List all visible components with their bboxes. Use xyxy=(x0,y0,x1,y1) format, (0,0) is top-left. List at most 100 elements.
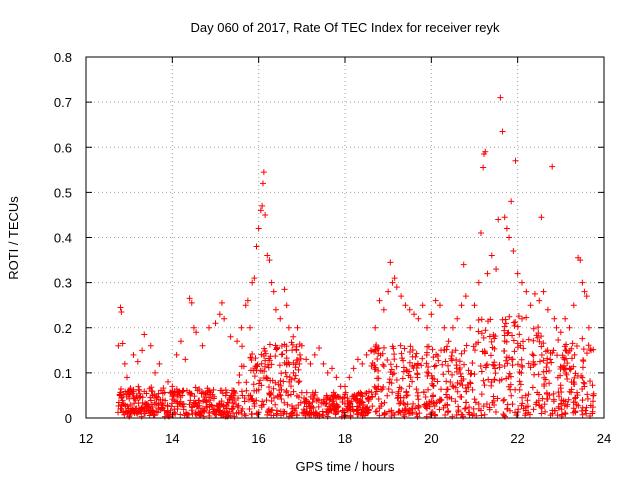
data-point xyxy=(323,394,330,401)
data-point xyxy=(555,389,562,396)
data-point xyxy=(310,396,317,403)
data-point xyxy=(501,338,508,345)
data-point xyxy=(449,324,456,331)
data-point xyxy=(375,367,382,374)
data-point xyxy=(581,288,588,295)
data-point xyxy=(444,394,451,401)
data-point xyxy=(250,398,257,405)
data-point xyxy=(519,364,526,371)
data-point xyxy=(130,394,137,401)
data-point xyxy=(443,391,450,398)
data-point xyxy=(333,408,340,415)
data-point xyxy=(148,388,155,395)
data-point xyxy=(471,371,478,378)
data-point xyxy=(249,279,256,286)
data-point xyxy=(554,352,561,359)
data-point xyxy=(562,410,569,417)
data-point xyxy=(395,390,402,397)
data-point xyxy=(504,360,511,367)
data-point xyxy=(483,401,490,408)
data-point xyxy=(463,342,470,349)
y-tick-label: 0.3 xyxy=(54,276,72,291)
data-point xyxy=(389,389,396,396)
data-point xyxy=(188,407,195,414)
data-point xyxy=(398,355,405,362)
data-point xyxy=(385,386,392,393)
data-point xyxy=(385,288,392,295)
data-point xyxy=(134,394,141,401)
data-point xyxy=(511,348,518,355)
data-point xyxy=(422,393,429,400)
data-point xyxy=(289,347,296,354)
data-point xyxy=(471,396,478,403)
data-point xyxy=(229,405,236,412)
data-point xyxy=(564,360,571,367)
data-point xyxy=(553,324,560,331)
data-point xyxy=(118,386,125,393)
data-point xyxy=(443,346,450,353)
data-point xyxy=(269,406,276,413)
data-point xyxy=(141,388,148,395)
data-point xyxy=(531,361,538,368)
data-point xyxy=(584,391,591,398)
data-point xyxy=(583,410,590,417)
data-point xyxy=(401,406,408,413)
data-point xyxy=(195,410,202,417)
data-point xyxy=(505,374,512,381)
data-point xyxy=(135,409,142,416)
data-point xyxy=(487,316,494,323)
data-point xyxy=(445,338,452,345)
data-point xyxy=(135,400,142,407)
data-point xyxy=(371,348,378,355)
data-point xyxy=(386,379,393,386)
data-point xyxy=(378,400,385,407)
data-point xyxy=(434,378,441,385)
data-point xyxy=(480,334,487,341)
data-point xyxy=(274,392,281,399)
data-point xyxy=(338,413,345,420)
data-point xyxy=(590,398,597,405)
data-point xyxy=(538,214,545,221)
data-point xyxy=(259,202,266,209)
data-point xyxy=(574,389,581,396)
data-point xyxy=(424,343,431,350)
data-point xyxy=(260,401,267,408)
data-point xyxy=(251,275,258,282)
y-tick-label: 0 xyxy=(65,411,72,426)
data-point xyxy=(496,364,503,371)
y-tick-label: 0.7 xyxy=(54,95,72,110)
data-point xyxy=(134,358,141,365)
data-point xyxy=(141,331,148,338)
data-point xyxy=(514,361,521,368)
data-point xyxy=(379,350,386,357)
data-point xyxy=(491,345,498,352)
data-point xyxy=(527,302,534,309)
data-point xyxy=(222,392,229,399)
data-point xyxy=(116,392,123,399)
data-point xyxy=(311,351,318,358)
data-point xyxy=(151,399,158,406)
data-point xyxy=(209,391,216,398)
data-point xyxy=(250,381,257,388)
data-point xyxy=(372,408,379,415)
data-point xyxy=(265,364,272,371)
data-point xyxy=(518,356,525,363)
data-point xyxy=(179,388,186,395)
data-point xyxy=(301,395,308,402)
data-point xyxy=(411,311,418,318)
data-point xyxy=(489,361,496,368)
data-point xyxy=(373,341,380,348)
data-point xyxy=(465,367,472,374)
data-point xyxy=(234,338,241,345)
data-point xyxy=(187,390,194,397)
data-point xyxy=(561,343,568,350)
data-point xyxy=(499,128,506,135)
data-point xyxy=(389,279,396,286)
data-point xyxy=(295,379,302,386)
x-tick-label: 12 xyxy=(79,431,93,446)
data-point xyxy=(478,368,485,375)
data-point xyxy=(531,290,538,297)
data-point xyxy=(183,410,190,417)
data-point xyxy=(183,387,190,394)
data-point xyxy=(536,402,543,409)
